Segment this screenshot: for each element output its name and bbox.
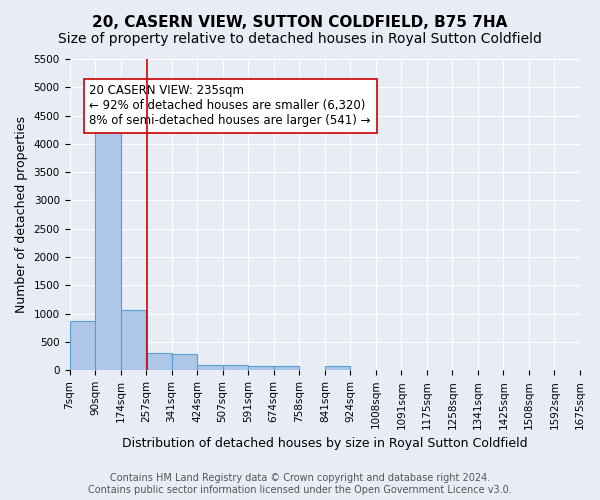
Bar [95, 113, 121, 370]
Y-axis label: Number of detached properties: Number of detached properties [15, 116, 28, 313]
Bar [197, 365, 223, 370]
Text: Size of property relative to detached houses in Royal Sutton Coldfield: Size of property relative to detached ho… [58, 32, 542, 46]
Bar [70, 321, 95, 370]
Bar [248, 366, 274, 370]
Bar [274, 366, 299, 370]
Bar [325, 366, 350, 370]
Bar [223, 366, 248, 370]
X-axis label: Distribution of detached houses by size in Royal Sutton Coldfield: Distribution of detached houses by size … [122, 437, 527, 450]
Text: 20 CASERN VIEW: 235sqm
← 92% of detached houses are smaller (6,320)
8% of semi-d: 20 CASERN VIEW: 235sqm ← 92% of detached… [89, 84, 371, 128]
Bar [172, 354, 197, 370]
Bar [121, 310, 146, 370]
Text: Contains HM Land Registry data © Crown copyright and database right 2024.
Contai: Contains HM Land Registry data © Crown c… [88, 474, 512, 495]
Bar [146, 353, 172, 370]
Text: 20, CASERN VIEW, SUTTON COLDFIELD, B75 7HA: 20, CASERN VIEW, SUTTON COLDFIELD, B75 7… [92, 15, 508, 30]
